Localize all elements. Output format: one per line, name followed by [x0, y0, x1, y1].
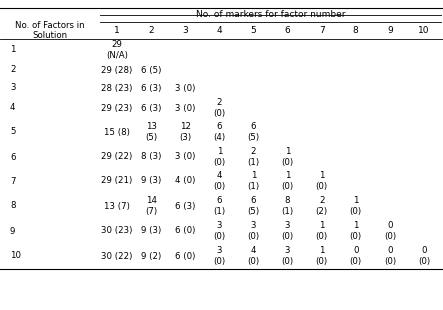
- Text: 12
(3): 12 (3): [179, 122, 191, 142]
- Text: No. of Factors in
Solution: No. of Factors in Solution: [15, 20, 85, 40]
- Text: 1
(0): 1 (0): [350, 221, 362, 241]
- Text: 1
(0): 1 (0): [281, 171, 294, 191]
- Text: 3: 3: [10, 83, 16, 92]
- Text: 9 (3): 9 (3): [141, 176, 161, 185]
- Text: 2: 2: [10, 65, 16, 74]
- Text: 3
(0): 3 (0): [213, 246, 225, 266]
- Text: 6
(4): 6 (4): [213, 122, 225, 142]
- Text: 28 (23): 28 (23): [101, 83, 133, 92]
- Text: 29 (22): 29 (22): [101, 153, 132, 162]
- Text: 29 (28): 29 (28): [101, 65, 132, 74]
- Text: 6 (0): 6 (0): [175, 227, 195, 236]
- Text: 4
(0): 4 (0): [247, 246, 260, 266]
- Text: 3 (0): 3 (0): [175, 153, 195, 162]
- Text: 1: 1: [114, 26, 120, 35]
- Text: 0
(0): 0 (0): [384, 246, 396, 266]
- Text: 2
(2): 2 (2): [315, 196, 328, 216]
- Text: 3 (0): 3 (0): [175, 83, 195, 92]
- Text: 29 (21): 29 (21): [101, 176, 132, 185]
- Text: 6
(5): 6 (5): [247, 122, 260, 142]
- Text: 2
(0): 2 (0): [213, 98, 225, 118]
- Text: 29
(N/A): 29 (N/A): [106, 40, 128, 60]
- Text: 8: 8: [353, 26, 359, 35]
- Text: 3
(0): 3 (0): [281, 246, 294, 266]
- Text: 0
(0): 0 (0): [350, 246, 362, 266]
- Text: 9 (3): 9 (3): [141, 227, 161, 236]
- Text: 6 (3): 6 (3): [141, 83, 161, 92]
- Text: 4: 4: [217, 26, 222, 35]
- Text: 1
(0): 1 (0): [213, 147, 225, 167]
- Text: 4: 4: [10, 104, 16, 113]
- Text: 30 (23): 30 (23): [101, 227, 133, 236]
- Text: 9: 9: [10, 227, 16, 236]
- Text: 6 (3): 6 (3): [175, 202, 195, 210]
- Text: 6 (3): 6 (3): [141, 104, 161, 113]
- Text: 1: 1: [10, 46, 16, 55]
- Text: 3
(0): 3 (0): [281, 221, 294, 241]
- Text: 10: 10: [418, 26, 430, 35]
- Text: 13 (7): 13 (7): [104, 202, 130, 210]
- Text: 4 (0): 4 (0): [175, 176, 195, 185]
- Text: 10: 10: [10, 251, 21, 260]
- Text: 13
(5): 13 (5): [145, 122, 157, 142]
- Text: 1
(0): 1 (0): [315, 221, 328, 241]
- Text: 8: 8: [10, 202, 16, 210]
- Text: 9 (2): 9 (2): [141, 251, 161, 260]
- Text: 6: 6: [285, 26, 291, 35]
- Text: 8
(1): 8 (1): [281, 196, 294, 216]
- Text: 0
(0): 0 (0): [384, 221, 396, 241]
- Text: 3
(0): 3 (0): [247, 221, 260, 241]
- Text: 14
(7): 14 (7): [145, 196, 157, 216]
- Text: 2: 2: [148, 26, 154, 35]
- Text: No. of markers for factor number: No. of markers for factor number: [196, 10, 345, 19]
- Text: 3 (0): 3 (0): [175, 104, 195, 113]
- Text: 7: 7: [10, 176, 16, 185]
- Text: 30 (22): 30 (22): [101, 251, 133, 260]
- Text: 2
(1): 2 (1): [247, 147, 260, 167]
- Text: 4
(0): 4 (0): [213, 171, 225, 191]
- Text: 1
(0): 1 (0): [315, 171, 328, 191]
- Text: 1
(0): 1 (0): [350, 196, 362, 216]
- Text: 6: 6: [10, 153, 16, 162]
- Text: 6 (0): 6 (0): [175, 251, 195, 260]
- Text: 6 (5): 6 (5): [141, 65, 161, 74]
- Text: 6
(1): 6 (1): [213, 196, 225, 216]
- Text: 6
(5): 6 (5): [247, 196, 260, 216]
- Text: 5: 5: [10, 127, 16, 136]
- Text: 29 (23): 29 (23): [101, 104, 132, 113]
- Text: 0
(0): 0 (0): [418, 246, 430, 266]
- Text: 1
(1): 1 (1): [247, 171, 260, 191]
- Text: 7: 7: [319, 26, 325, 35]
- Text: 5: 5: [251, 26, 256, 35]
- Text: 9: 9: [387, 26, 393, 35]
- Text: 1
(0): 1 (0): [281, 147, 294, 167]
- Text: 1
(0): 1 (0): [315, 246, 328, 266]
- Text: 15 (8): 15 (8): [104, 127, 130, 136]
- Text: 3
(0): 3 (0): [213, 221, 225, 241]
- Text: 3: 3: [183, 26, 188, 35]
- Text: 8 (3): 8 (3): [141, 153, 161, 162]
